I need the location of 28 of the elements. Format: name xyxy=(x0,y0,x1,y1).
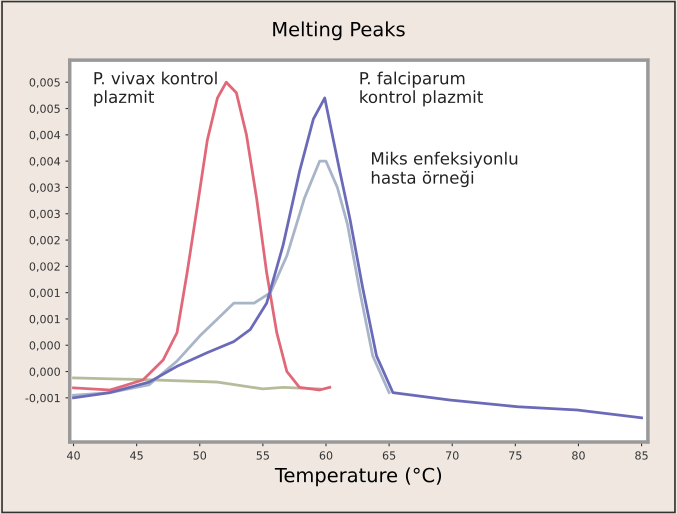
x-tick-label: 50 xyxy=(194,451,206,460)
x-tick-label: 70 xyxy=(446,451,459,460)
y-tick-label: 0,003 xyxy=(30,183,60,193)
annotation: Miks enfeksiyonlu hasta örneği xyxy=(372,152,518,188)
y-tick-label: 0,000 xyxy=(30,341,60,351)
y-tick-label: 0,001 xyxy=(30,288,60,298)
x-tick-label: 45 xyxy=(130,451,143,460)
x-tick-label: 55 xyxy=(256,451,269,460)
x-tick-label: 80 xyxy=(572,451,585,460)
y-tick-label: 0,002 xyxy=(30,262,60,272)
y-tick-label: 0,004 xyxy=(30,157,60,167)
y-tick-label: 0,000 xyxy=(30,368,60,378)
y-tick-label: 0,002 xyxy=(30,236,60,246)
annotation: P. falciparum kontrol plazmit xyxy=(360,72,483,106)
y-tick-label: 0,003 xyxy=(30,210,60,220)
x-tick-label: 40 xyxy=(66,451,80,460)
y-tick-label: 0,001 xyxy=(30,314,60,324)
chart-title: Melting Peaks xyxy=(273,21,405,40)
x-tick-label: 65 xyxy=(382,451,396,460)
annotation: P. vivax kontrol plazmit xyxy=(94,72,217,106)
x-tick-label: 75 xyxy=(509,451,522,460)
y-tick-label: 0,004 xyxy=(30,130,60,140)
x-tick-label: 60 xyxy=(320,451,332,460)
y-tick-label: -0,001 xyxy=(25,394,60,404)
x-tick-label: 85 xyxy=(635,451,648,460)
y-tick-label: 0,005 xyxy=(30,78,60,88)
y-tick-label: 0,005 xyxy=(30,104,60,114)
x-axis-title: Temperature (°C) xyxy=(274,467,442,486)
